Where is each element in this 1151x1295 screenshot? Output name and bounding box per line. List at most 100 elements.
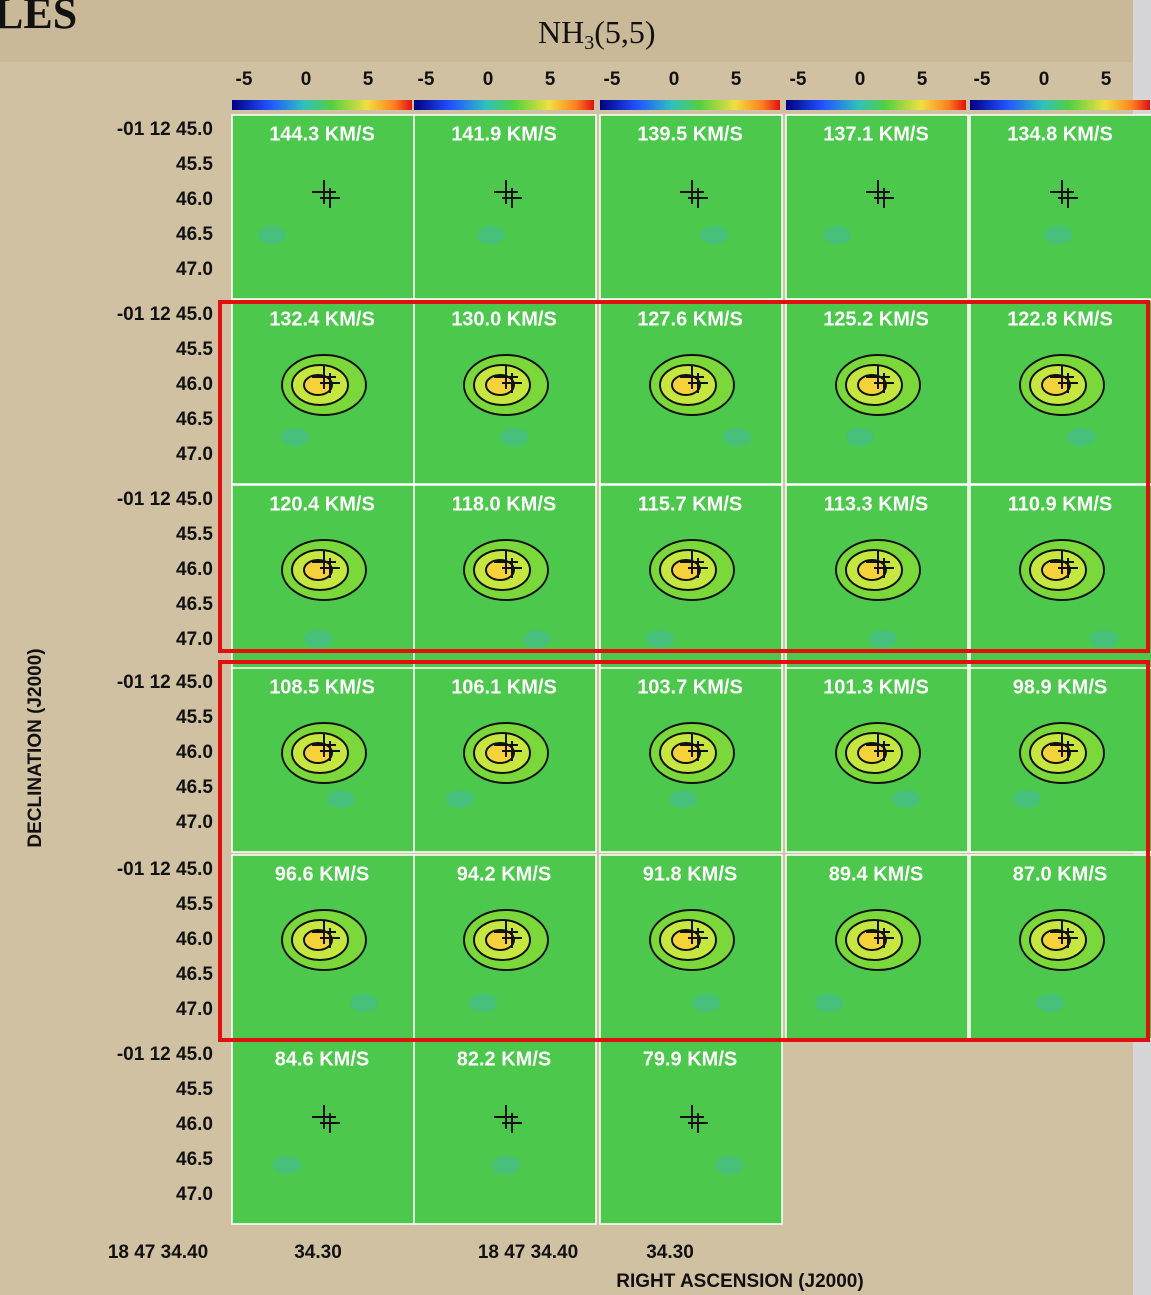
dec-tick-label: -01 12 45.0 bbox=[117, 489, 213, 510]
colorbar-tick-label: 0 bbox=[1039, 69, 1050, 90]
noise bbox=[523, 630, 551, 648]
x-axis-title: RIGHT ASCENSION (J2000) bbox=[616, 1271, 863, 1292]
colorbar bbox=[970, 100, 1150, 110]
ra-tick-label: 18 47 34.40 bbox=[108, 1242, 208, 1263]
dec-tick-label: 45.5 bbox=[176, 524, 213, 545]
velocity-label: 82.2 KM/S bbox=[457, 1048, 551, 1070]
velocity-label: 103.7 KM/S bbox=[637, 676, 743, 698]
colorbar-tick-label: 0 bbox=[669, 69, 680, 90]
noise bbox=[1090, 630, 1118, 648]
velocity-label: 79.9 KM/S bbox=[643, 1048, 737, 1070]
ra-tick-label: 18 47 34.40 bbox=[478, 1242, 578, 1263]
velocity-label: 101.3 KM/S bbox=[823, 676, 929, 698]
dec-tick-label: 47.0 bbox=[176, 812, 213, 833]
colorbar-tick-label: -5 bbox=[236, 69, 253, 90]
velocity-label: 96.6 KM/S bbox=[275, 863, 369, 885]
colorbar bbox=[232, 100, 412, 110]
noise bbox=[273, 1156, 301, 1174]
dec-tick-label: 47.0 bbox=[176, 259, 213, 280]
dec-tick-label: 47.0 bbox=[176, 444, 213, 465]
velocity-label: 84.6 KM/S bbox=[275, 1048, 369, 1070]
colorbar-tick-label: 0 bbox=[301, 69, 312, 90]
velocity-label: 132.4 KM/S bbox=[269, 308, 375, 330]
noise bbox=[869, 630, 897, 648]
noise bbox=[846, 428, 874, 446]
colorbar-tick-label: 5 bbox=[1101, 69, 1112, 90]
dec-tick-label: -01 12 45.0 bbox=[117, 859, 213, 880]
molecule-title: NH3(5,5) bbox=[538, 14, 656, 53]
noise bbox=[281, 428, 309, 446]
colorbar bbox=[600, 100, 780, 110]
noise bbox=[723, 428, 751, 446]
dec-tick-label: 45.5 bbox=[176, 894, 213, 915]
noise bbox=[304, 630, 332, 648]
y-axis-title: DECLINATION (J2000) bbox=[25, 648, 46, 847]
dec-tick-label: 46.5 bbox=[176, 1149, 213, 1170]
dec-tick-label: 46.5 bbox=[176, 964, 213, 985]
noise bbox=[477, 226, 505, 244]
dec-tick-label: 47.0 bbox=[176, 1184, 213, 1205]
noise bbox=[350, 994, 378, 1012]
noise bbox=[700, 226, 728, 244]
dec-tick-label: -01 12 45.0 bbox=[117, 119, 213, 140]
velocity-label: 89.4 KM/S bbox=[829, 863, 923, 885]
colorbar-tick-label: 5 bbox=[363, 69, 374, 90]
noise bbox=[327, 790, 355, 808]
figure: LES NH3(5,5) RIGHT ASCENSION (J2000) DEC… bbox=[0, 0, 1151, 1295]
ra-tick-label: 34.30 bbox=[646, 1242, 694, 1263]
noise bbox=[1067, 428, 1095, 446]
dec-tick-label: -01 12 45.0 bbox=[117, 1044, 213, 1065]
velocity-label: 134.8 KM/S bbox=[1007, 123, 1113, 145]
noise bbox=[500, 428, 528, 446]
velocity-label: 141.9 KM/S bbox=[451, 123, 557, 145]
colorbar-tick-label: 0 bbox=[483, 69, 494, 90]
colorbar-tick-label: 5 bbox=[917, 69, 928, 90]
dec-tick-label: 46.5 bbox=[176, 777, 213, 798]
velocity-label: 98.9 KM/S bbox=[1013, 676, 1107, 698]
noise bbox=[258, 226, 286, 244]
velocity-label: 137.1 KM/S bbox=[823, 123, 929, 145]
velocity-label: 139.5 KM/S bbox=[637, 123, 743, 145]
dec-tick-label: 47.0 bbox=[176, 629, 213, 650]
dec-tick-label: 46.0 bbox=[176, 1114, 213, 1135]
page: LES NH3(5,5) RIGHT ASCENSION (J2000) DEC… bbox=[0, 0, 1151, 1295]
colorbar bbox=[786, 100, 966, 110]
velocity-label: 125.2 KM/S bbox=[823, 308, 929, 330]
dec-tick-label: 46.0 bbox=[176, 742, 213, 763]
dec-tick-label: 46.0 bbox=[176, 929, 213, 950]
noise bbox=[692, 994, 720, 1012]
colorbar-tick-label: 0 bbox=[855, 69, 866, 90]
noise bbox=[815, 994, 843, 1012]
noise bbox=[823, 226, 851, 244]
noise bbox=[1036, 994, 1064, 1012]
molecule: NH bbox=[538, 14, 584, 50]
velocity-label: 118.0 KM/S bbox=[452, 493, 557, 515]
ra-tick-label: 34.30 bbox=[294, 1242, 342, 1263]
dec-tick-label: 45.5 bbox=[176, 339, 213, 360]
noise bbox=[1013, 790, 1041, 808]
noise bbox=[669, 790, 697, 808]
velocity-label: 110.9 KM/S bbox=[1008, 493, 1113, 515]
dec-tick-label: 46.0 bbox=[176, 559, 213, 580]
dec-tick-label: -01 12 45.0 bbox=[117, 304, 213, 325]
colorbar-tick-label: -5 bbox=[418, 69, 435, 90]
dec-tick-label: 46.0 bbox=[176, 189, 213, 210]
dec-tick-label: 46.5 bbox=[176, 409, 213, 430]
velocity-label: 115.7 KM/S bbox=[638, 493, 743, 515]
colorbar-tick-label: -5 bbox=[974, 69, 991, 90]
noise bbox=[892, 790, 920, 808]
velocity-label: 91.8 KM/S bbox=[643, 863, 737, 885]
velocity-label: 120.4 KM/S bbox=[269, 493, 375, 515]
velocity-label: 122.8 KM/S bbox=[1007, 308, 1113, 330]
noise bbox=[646, 630, 674, 648]
dec-tick-label: 45.5 bbox=[176, 707, 213, 728]
velocity-label: 106.1 KM/S bbox=[451, 676, 557, 698]
velocity-label: 144.3 KM/S bbox=[269, 123, 375, 145]
velocity-label: 87.0 KM/S bbox=[1013, 863, 1107, 885]
noise bbox=[492, 1156, 520, 1174]
velocity-label: 113.3 KM/S bbox=[824, 493, 929, 515]
velocity-label: 130.0 KM/S bbox=[451, 308, 557, 330]
dec-tick-label: 46.5 bbox=[176, 224, 213, 245]
colorbar-tick-label: -5 bbox=[790, 69, 807, 90]
dec-tick-label: 46.0 bbox=[176, 374, 213, 395]
